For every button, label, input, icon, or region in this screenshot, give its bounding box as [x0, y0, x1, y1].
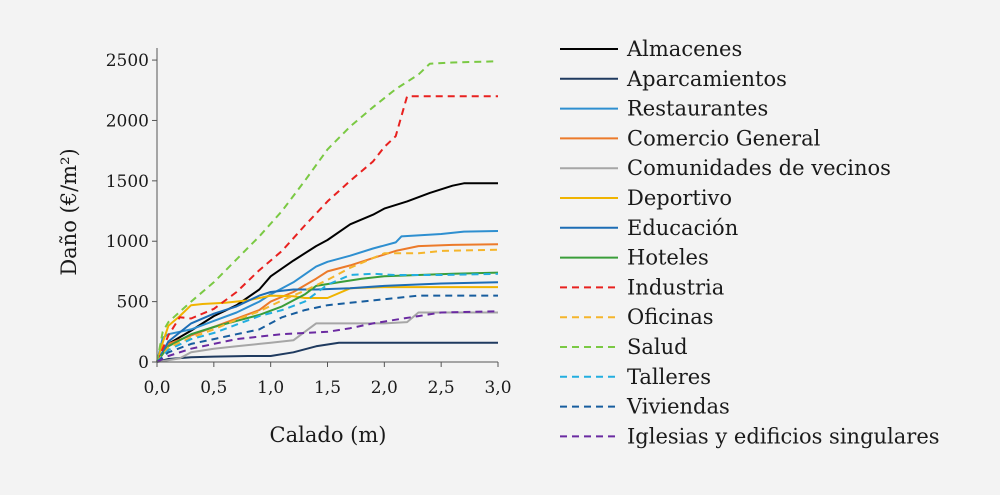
legend-label-comercio-general: Comercio General — [627, 126, 821, 150]
y-tick-label: 2500 — [106, 51, 149, 71]
legend-label-hoteles: Hoteles — [627, 246, 709, 270]
legend-label-comunidades-de-vecinos: Comunidades de vecinos — [627, 156, 891, 180]
y-tick-label: 1000 — [106, 232, 149, 252]
y-axis-label: Daño (€/m²) — [57, 148, 81, 275]
series-line-oficinas — [156, 248, 499, 363]
series-line-aparcamientos — [156, 341, 498, 363]
legend-label-talleres: Talleres — [627, 365, 711, 389]
x-tick-label: 2,0 — [371, 378, 398, 398]
legend-label-oficinas: Oficinas — [627, 305, 714, 329]
plot-area — [156, 60, 499, 363]
legend-label-viviendas: Viviendas — [626, 395, 730, 419]
x-tick-label: 0,5 — [200, 378, 227, 398]
legend-label-industria: Industria — [627, 275, 724, 299]
series-line-hoteles — [156, 271, 499, 363]
series-line-industria — [156, 95, 498, 363]
series-line-comunidades-de-vecinos — [156, 311, 498, 363]
legend-label-aparcamientos: Aparcamientos — [626, 67, 787, 91]
x-tick-label: 1,5 — [314, 378, 341, 398]
series-line-talleres — [156, 272, 499, 363]
legend-label-almacenes: Almacenes — [626, 37, 742, 61]
legend-label-educacion: Educación — [627, 216, 738, 240]
y-axis: 0 500 1000 1500 2000 2500 — [106, 48, 158, 373]
series-line-restaurantes — [156, 230, 499, 363]
series-line-viviendas — [156, 294, 498, 363]
x-axis: 0,0 0,5 1,0 1,5 2,0 2,5 3,0 — [143, 361, 512, 398]
legend-label-iglesias-y-edificios-singulares: Iglesias y edificios singulares — [627, 424, 940, 448]
series-line-deportivo — [156, 286, 498, 363]
legend-label-restaurantes: Restaurantes — [627, 97, 768, 121]
legend-label-deportivo: Deportivo — [627, 186, 732, 210]
series-line-almacenes — [156, 182, 498, 363]
y-tick-label: 2000 — [106, 111, 149, 131]
legend-label-salud: Salud — [627, 335, 688, 359]
series-line-salud — [156, 60, 499, 363]
legend: Almacenes Aparcamientos Restaurantes Comerc… — [560, 37, 940, 448]
y-tick-label: 500 — [117, 293, 149, 313]
x-tick-label: 1,0 — [257, 378, 284, 398]
series-line-educacion — [156, 281, 499, 363]
x-tick-label: 0,0 — [143, 378, 170, 398]
y-tick-label: 0 — [138, 353, 149, 373]
x-tick-label: 2,5 — [428, 378, 455, 398]
y-tick-label: 1500 — [106, 172, 149, 192]
x-axis-label: Calado (m) — [270, 423, 387, 447]
x-tick-label: 3,0 — [484, 378, 511, 398]
